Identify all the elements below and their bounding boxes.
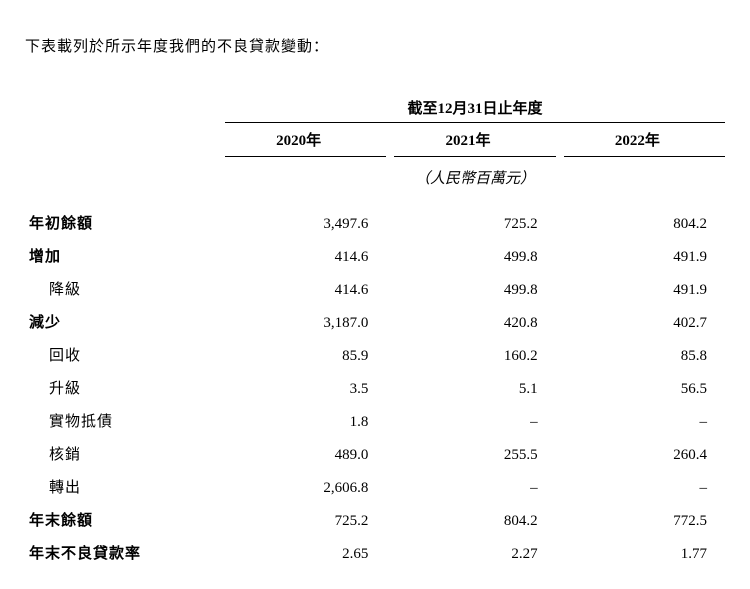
unit-label: （人民幣百萬元） [225,157,725,207]
cell-value: 402.7 [564,305,725,338]
period-header: 截至12月31日止年度 [225,91,725,123]
cell-value: 260.4 [564,437,725,470]
cell-label: 升級 [25,371,225,404]
cell-value: 804.2 [564,206,725,239]
cell-value: 2.27 [394,536,555,569]
cell-value: 725.2 [394,206,555,239]
row-repossession: 實物抵債 1.8 – – [25,404,725,437]
cell-value: 160.2 [394,338,555,371]
row-writeoff: 核銷 489.0 255.5 260.4 [25,437,725,470]
cell-value: 499.8 [394,239,555,272]
cell-value: 85.9 [225,338,386,371]
cell-label: 核銷 [25,437,225,470]
cell-value: 772.5 [564,503,725,536]
cell-value: 420.8 [394,305,555,338]
cell-value: 56.5 [564,371,725,404]
cell-value: 725.2 [225,503,386,536]
year-2021: 2021年 [394,123,555,157]
year-2020: 2020年 [225,123,386,157]
cell-label: 實物抵債 [25,404,225,437]
cell-label: 增加 [25,239,225,272]
cell-value: 3,497.6 [225,206,386,239]
cell-value: 1.8 [225,404,386,437]
row-ending-balance: 年末餘額 725.2 804.2 772.5 [25,503,725,536]
cell-value: 804.2 [394,503,555,536]
cell-label: 回收 [25,338,225,371]
row-npl-ratio: 年末不良貸款率 2.65 2.27 1.77 [25,536,725,569]
cell-value: 2,606.8 [225,470,386,503]
row-transfer-out: 轉出 2,606.8 – – [25,470,725,503]
cell-value: – [564,404,725,437]
cell-value: 491.9 [564,272,725,305]
cell-value: 414.6 [225,239,386,272]
cell-label: 年末不良貸款率 [25,536,225,569]
row-beginning-balance: 年初餘額 3,497.6 725.2 804.2 [25,206,725,239]
year-header-row: 2020年 2021年 2022年 [25,123,725,157]
row-upgrade: 升級 3.5 5.1 56.5 [25,371,725,404]
cell-label: 降級 [25,272,225,305]
row-downgrade: 降級 414.6 499.8 491.9 [25,272,725,305]
cell-value: 3,187.0 [225,305,386,338]
cell-value: – [564,470,725,503]
cell-value: 414.6 [225,272,386,305]
cell-value: 1.77 [564,536,725,569]
cell-value: – [394,470,555,503]
table-caption: 下表載列於所示年度我們的不良貸款變動： [25,35,725,56]
year-2022: 2022年 [564,123,725,157]
cell-label: 年初餘額 [25,206,225,239]
row-decrease: 減少 3,187.0 420.8 402.7 [25,305,725,338]
cell-value: 3.5 [225,371,386,404]
cell-value: 255.5 [394,437,555,470]
cell-label: 轉出 [25,470,225,503]
unit-row: （人民幣百萬元） [25,157,725,207]
cell-value: 85.8 [564,338,725,371]
npl-movement-table: 截至12月31日止年度 2020年 2021年 2022年 （人民幣百萬元） 年… [25,91,725,569]
cell-value: 499.8 [394,272,555,305]
row-increase: 增加 414.6 499.8 491.9 [25,239,725,272]
super-header-row: 截至12月31日止年度 [25,91,725,123]
cell-value: 491.9 [564,239,725,272]
cell-label: 年末餘額 [25,503,225,536]
row-recovery: 回收 85.9 160.2 85.8 [25,338,725,371]
cell-label: 減少 [25,305,225,338]
cell-value: 2.65 [225,536,386,569]
cell-value: 489.0 [225,437,386,470]
cell-value: 5.1 [394,371,555,404]
cell-value: – [394,404,555,437]
